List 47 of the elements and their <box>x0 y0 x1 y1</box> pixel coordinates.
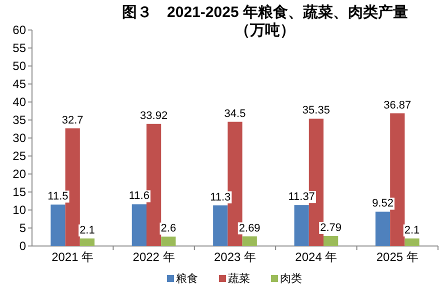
x-tick-label: 2025 年 <box>376 250 418 264</box>
legend-label: 肉类 <box>280 272 302 285</box>
y-tick-label: 25 <box>12 149 26 163</box>
legend-label: 粮食 <box>176 272 198 285</box>
bar <box>375 212 390 246</box>
x-tick-label: 2024 年 <box>295 250 338 264</box>
chart-title: 图３ 2021-2025 年粮食、蔬菜、肉类产量（万吨） <box>121 4 409 40</box>
data-label: 9.52 <box>372 198 394 210</box>
data-label: 2.1 <box>404 224 420 236</box>
data-label: 2.6 <box>160 222 176 235</box>
bar <box>213 205 228 246</box>
y-tick-label: 60 <box>12 23 26 37</box>
bar <box>80 238 95 246</box>
data-label: 36.87 <box>384 99 412 112</box>
data-label: 11.5 <box>48 190 68 203</box>
data-label: 2.69 <box>238 222 260 234</box>
x-tick-label: 2023 年 <box>214 250 256 264</box>
y-tick-label: 15 <box>12 185 26 199</box>
y-tick-label: 55 <box>12 41 26 55</box>
y-tick-label: 5 <box>19 221 26 235</box>
bar <box>50 204 66 246</box>
x-tick-label: 2022 年 <box>132 250 175 264</box>
data-label: 35.35 <box>302 104 330 117</box>
data-label: 11.3 <box>210 191 231 204</box>
legend-label: 蔬菜 <box>228 272 250 285</box>
bar <box>294 205 309 246</box>
data-label: 2.1 <box>80 224 95 236</box>
data-label: 34.5 <box>224 108 246 120</box>
data-label: 2.79 <box>320 222 342 234</box>
y-tick-label: 20 <box>12 167 26 181</box>
data-label: 33.92 <box>140 110 168 122</box>
bar <box>324 236 338 246</box>
data-label: 11.6 <box>128 190 150 202</box>
y-tick-label: 40 <box>12 95 26 109</box>
y-tick-label: 30 <box>12 131 26 145</box>
y-tick-label: 10 <box>12 203 26 217</box>
y-tick-label: 45 <box>12 77 26 91</box>
y-tick-label: 0 <box>19 239 26 253</box>
bar <box>242 236 257 246</box>
bar <box>404 238 420 246</box>
x-tick-label: 2021 年 <box>52 250 94 264</box>
y-tick-label: 50 <box>12 59 26 73</box>
bar <box>132 204 146 246</box>
data-label: 11.37 <box>288 191 315 204</box>
data-label: 32.7 <box>62 114 84 126</box>
bar <box>161 236 176 246</box>
y-tick-label: 35 <box>12 113 26 127</box>
